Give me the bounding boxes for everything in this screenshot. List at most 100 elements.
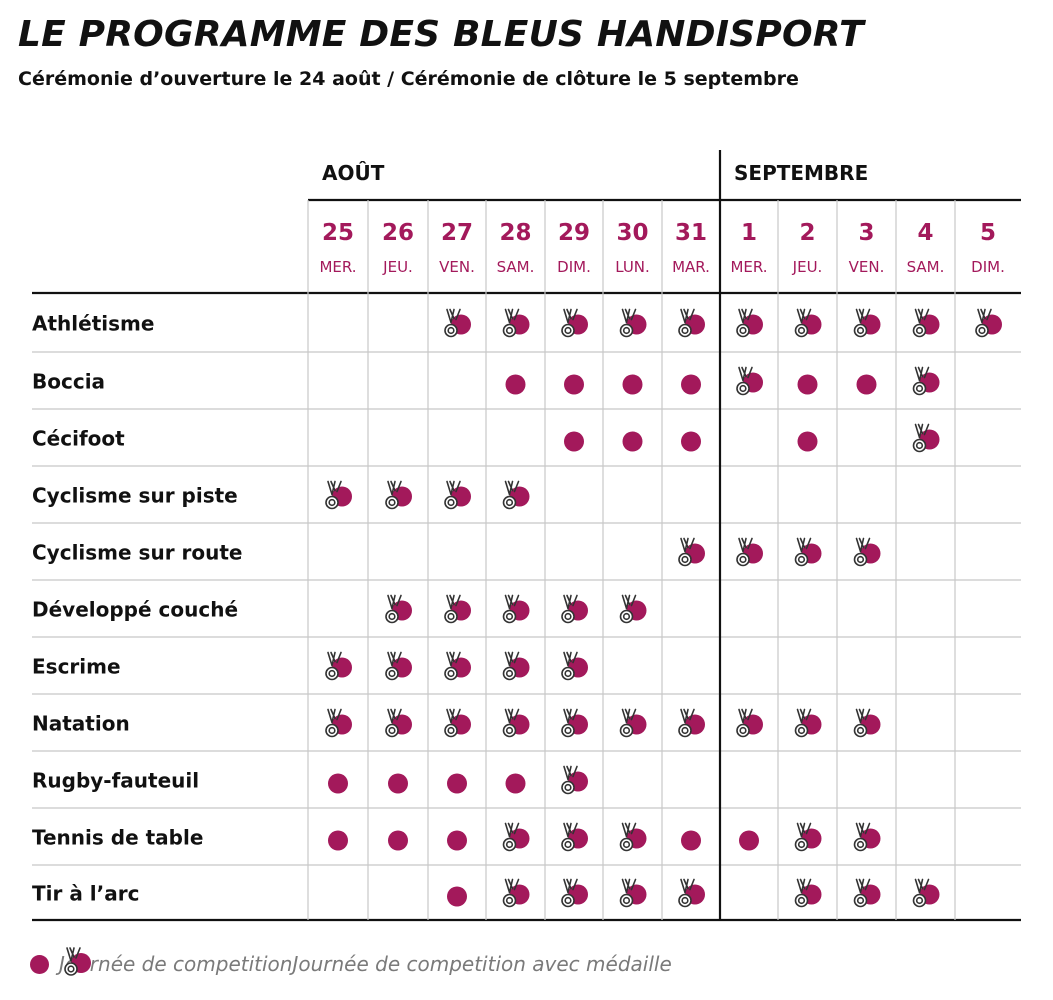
competition-dot-icon: [447, 886, 467, 907]
medal-icon: [444, 308, 471, 338]
medal-icon: [794, 878, 822, 908]
medal-icon: [444, 651, 471, 681]
medal-icon: [853, 878, 881, 908]
medal-icon: [619, 308, 647, 338]
month-label: AOÛT: [322, 161, 385, 185]
medal-icon: [561, 594, 588, 624]
sport-label: Cécifoot: [32, 427, 125, 451]
day-number: 31: [675, 220, 707, 246]
medal-icon: [325, 708, 352, 738]
sport-label: Athlétisme: [32, 312, 154, 336]
medal-icon: [502, 594, 530, 624]
day-weekday: DIM.: [557, 258, 591, 276]
medal-icon: [561, 308, 588, 338]
competition-dot-icon: [505, 773, 526, 794]
day-number: 30: [616, 220, 648, 246]
sport-label: Cyclisme sur piste: [32, 484, 238, 508]
medal-icon: [619, 822, 647, 852]
day-weekday: SAM.: [907, 258, 945, 276]
medal-icon: [736, 537, 763, 567]
sport-label: Tir à l’arc: [32, 882, 139, 906]
legend-medal-label: Journée de competition avec médaille: [292, 952, 672, 976]
competition-dot-icon: [797, 374, 818, 395]
medal-icon: [385, 594, 412, 624]
competition-dot-icon: [447, 773, 467, 794]
medal-icon: [678, 878, 705, 908]
day-number: 28: [499, 220, 531, 246]
medal-icon: [678, 708, 705, 738]
day-number: 2: [799, 220, 815, 246]
medal-icon: [853, 822, 881, 852]
medal-icon: [385, 480, 412, 510]
day-weekday: VEN.: [439, 258, 475, 276]
sport-label: Tennis de table: [32, 826, 203, 850]
medal-icon: [502, 480, 530, 510]
medal-icon: [678, 308, 705, 338]
competition-dot-icon: [681, 431, 701, 452]
competition-dot-icon: [328, 830, 348, 851]
month-label: SEPTEMBRE: [734, 161, 868, 185]
day-weekday: MAR.: [672, 258, 710, 276]
medal-icon: [794, 537, 822, 567]
competition-dot-icon: [622, 431, 643, 452]
day-weekday: VEN.: [849, 258, 885, 276]
medal-icon: [325, 651, 352, 681]
day-number: 27: [441, 220, 473, 246]
chart-subtitle: Cérémonie d’ouverture le 24 août / Cérém…: [18, 68, 799, 90]
medal-icon: [561, 708, 588, 738]
day-number: 25: [322, 220, 354, 246]
day-weekday: MER.: [730, 258, 767, 276]
medal-icon: [502, 878, 530, 908]
medal-icon: [853, 537, 881, 567]
competition-dot-icon: [681, 830, 701, 851]
competition-dot-icon: [388, 830, 408, 851]
medal-icon: [325, 480, 352, 510]
medal-icon: [561, 822, 588, 852]
medal-icon: [794, 708, 822, 738]
competition-dot-icon: [681, 374, 701, 395]
medal-icon: [444, 480, 471, 510]
legend: Journée de competition Journée de compet…: [30, 946, 672, 982]
competition-dot-icon: [564, 431, 584, 452]
medal-icon: [736, 308, 763, 338]
chart-title: LE PROGRAMME DES BLEUS HANDISPORT: [18, 14, 864, 55]
medal-icon: [444, 708, 471, 738]
day-weekday: JEU.: [382, 258, 413, 276]
medal-icon: [385, 708, 412, 738]
competition-dot-icon: [797, 431, 818, 452]
medal-icon: [561, 651, 588, 681]
medal-icon: [794, 308, 822, 338]
sport-label: Rugby-fauteuil: [32, 769, 199, 793]
sport-label: Natation: [32, 712, 130, 736]
medal-icon: [912, 878, 940, 908]
sport-label: Développé couché: [32, 598, 238, 622]
competition-dot-icon: [564, 374, 584, 395]
legend-competition-label: Journée de competition: [59, 952, 293, 976]
day-number: 29: [558, 220, 590, 246]
competition-dot-icon: [447, 830, 467, 851]
medal-icon: [975, 308, 1002, 338]
medal-icon: [502, 708, 530, 738]
day-number: 3: [858, 220, 874, 246]
legend-dot-icon: [30, 954, 49, 974]
medal-icon: [912, 308, 940, 338]
competition-dot-icon: [388, 773, 408, 794]
medal-icon: [619, 878, 647, 908]
legend-medal-icon: [64, 947, 91, 976]
medal-icon: [561, 878, 588, 908]
medal-icon: [502, 308, 530, 338]
medal-icon: [912, 423, 940, 453]
competition-dot-icon: [739, 830, 759, 851]
competition-dot-icon: [505, 374, 526, 395]
day-weekday: SAM.: [497, 258, 535, 276]
competition-dot-icon: [622, 374, 643, 395]
medal-icon: [444, 594, 471, 624]
medal-icon: [912, 366, 940, 396]
medal-icon: [853, 708, 881, 738]
day-weekday: JEU.: [792, 258, 823, 276]
sport-label: Escrime: [32, 655, 121, 679]
medal-icon: [678, 537, 705, 567]
day-number: 4: [917, 220, 933, 246]
day-weekday: MER.: [319, 258, 356, 276]
